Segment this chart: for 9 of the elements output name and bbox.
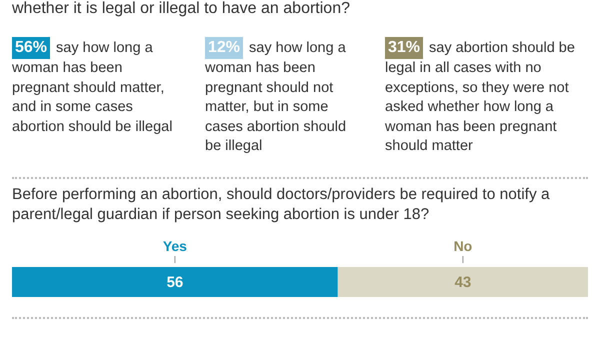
series-label: No [454,238,472,254]
data-label: 31% [385,37,424,59]
text: whether it is legal or illegal to have an abortion? [12,0,350,18]
data-label: 43 [454,274,472,291]
series-label: Yes [162,238,188,254]
chart-title: Before performing an abortion, should doctors/providers be required to notify a parent/legal guardian if person seeking abortion is under 18? [12,185,551,225]
data-label: 56% [12,37,50,59]
data-label: 12% [205,37,244,59]
data-label: 56 [166,274,184,291]
